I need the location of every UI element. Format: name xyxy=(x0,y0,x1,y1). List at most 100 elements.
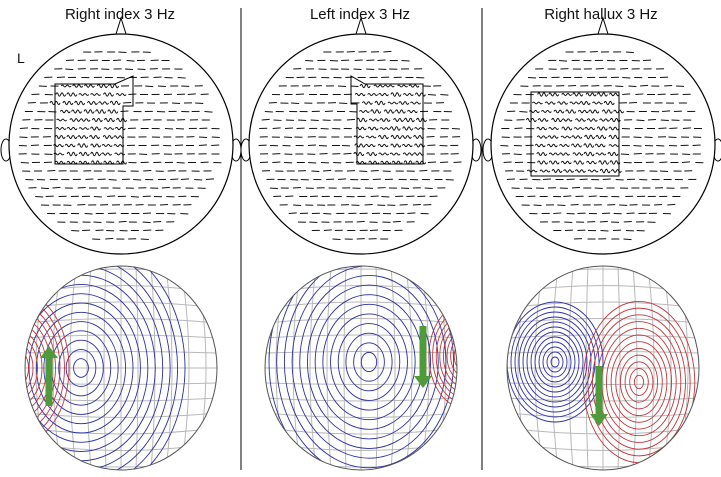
sensor-trace xyxy=(577,109,589,114)
negative-contour xyxy=(299,275,439,449)
sensor-trace xyxy=(125,68,134,71)
sensor-trace xyxy=(392,220,401,223)
sensor-trace xyxy=(323,169,332,172)
sensor-trace xyxy=(547,135,559,139)
sensor-trace xyxy=(59,109,71,114)
sensor-trace xyxy=(139,153,148,156)
panel-title-right-index: Right index 3 Hz xyxy=(64,6,176,23)
sensor-trace xyxy=(575,118,586,122)
region-of-interest-box xyxy=(350,75,424,165)
negative-contour xyxy=(25,283,149,453)
sensor-trace xyxy=(108,179,117,181)
nose-icon xyxy=(355,16,367,35)
head-outline xyxy=(490,33,716,255)
sensor-trace xyxy=(527,77,537,79)
negative-contour xyxy=(25,266,171,470)
map-outline xyxy=(264,265,458,471)
sensor-trace xyxy=(607,151,619,157)
sensor-trace xyxy=(410,101,421,105)
sensor-trace xyxy=(551,117,563,123)
sensor-trace xyxy=(401,60,410,62)
sensor-trace xyxy=(571,135,583,139)
negative-contour xyxy=(518,316,592,408)
negative-contour xyxy=(542,346,568,378)
sensor-trace xyxy=(153,220,162,223)
grid-line xyxy=(507,397,699,402)
sensor-trace xyxy=(594,187,603,190)
sensor-trace xyxy=(116,117,128,123)
sensor-trace xyxy=(561,126,573,131)
sensor-trace xyxy=(56,118,68,122)
sensor-trace xyxy=(105,237,114,240)
panel-title-right-hallux: Right hallux 3 Hz xyxy=(544,6,658,23)
sensor-trace xyxy=(107,195,116,197)
sensor-trace xyxy=(355,160,367,165)
sensor-trace xyxy=(264,111,273,113)
negative-contour xyxy=(314,294,424,430)
sensor-trace xyxy=(323,229,332,231)
dipole-arrow-icon xyxy=(40,346,58,406)
sensor-trace xyxy=(598,160,610,165)
sensor-trace xyxy=(378,152,390,156)
sensor-trace xyxy=(647,118,656,121)
sensor-trace xyxy=(526,169,538,173)
sensor-trace xyxy=(364,143,376,148)
sensor-trace xyxy=(86,101,98,105)
sensor-trace xyxy=(346,118,355,121)
sensor-trace xyxy=(615,85,624,88)
sensor-trace xyxy=(572,152,584,156)
sensor-trace xyxy=(445,179,454,181)
sensor-trace xyxy=(377,134,389,140)
sensor-trace xyxy=(54,135,66,139)
sensor-trace xyxy=(285,195,294,197)
sensor-trace xyxy=(71,230,80,232)
grid-line xyxy=(135,266,139,470)
sensor-trace xyxy=(640,84,649,87)
sensor-trace xyxy=(211,136,220,139)
sensor-trace xyxy=(513,153,522,156)
sensor-trace xyxy=(633,145,642,147)
sensor-trace xyxy=(633,136,642,139)
sensor-trace xyxy=(622,93,631,95)
sensor-trace xyxy=(355,126,367,131)
sensor-trace xyxy=(534,143,546,148)
sensor-trace xyxy=(102,135,114,139)
sensor-trace xyxy=(551,169,563,173)
sensor-trace xyxy=(537,92,549,97)
negative-contour xyxy=(322,303,416,421)
sensor-trace xyxy=(366,59,375,61)
negative-contour xyxy=(534,336,576,388)
sensor-trace xyxy=(393,118,404,122)
sensor-trace xyxy=(595,134,607,140)
sensor-trace xyxy=(415,160,427,165)
sensor-trace xyxy=(261,118,270,121)
sensor-trace xyxy=(594,143,606,148)
sensor-trace xyxy=(561,93,573,96)
sensor-trace xyxy=(626,212,635,214)
sensor-trace xyxy=(298,119,307,122)
sensor-trace xyxy=(542,178,551,180)
sensor-trace xyxy=(295,93,305,95)
negative-contour xyxy=(550,356,560,368)
sensor-trace xyxy=(338,178,347,180)
sensor-trace xyxy=(175,128,185,130)
contour-layer xyxy=(507,266,699,470)
sensor-trace xyxy=(353,151,365,157)
positive-contour xyxy=(458,346,472,367)
sensor-trace xyxy=(383,84,395,88)
sensor-trace xyxy=(103,117,115,123)
sensor-trace xyxy=(427,94,437,96)
sensor-head-2 xyxy=(240,16,482,255)
sensor-trace xyxy=(20,162,29,164)
negative-contour xyxy=(337,323,401,401)
sensor-trace xyxy=(571,186,580,189)
grid-line xyxy=(265,412,457,418)
sensor-trace xyxy=(599,220,608,223)
positive-contour xyxy=(25,348,29,388)
sensor-trace xyxy=(565,109,577,114)
sensor-trace xyxy=(337,85,346,88)
sensor-trace xyxy=(583,143,595,148)
sensor-trace xyxy=(407,109,418,114)
sensor-trace xyxy=(64,143,76,148)
negative-contour xyxy=(291,266,447,459)
